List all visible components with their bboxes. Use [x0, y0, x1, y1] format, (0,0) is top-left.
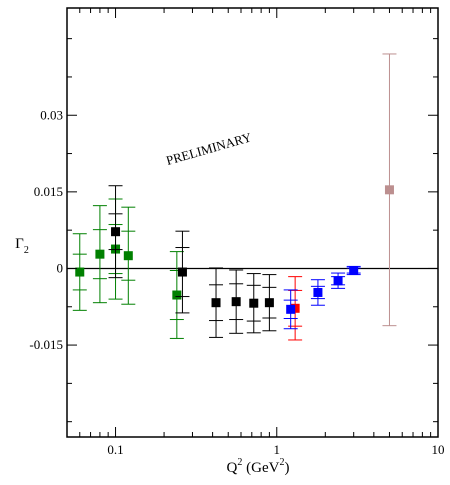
plot-area-frame: [66, 7, 439, 438]
data-marker: [249, 298, 259, 308]
data-point: [72, 233, 87, 311]
x-axis-title-sup: 2: [237, 457, 242, 468]
x-tick-label: 0.1: [107, 442, 123, 457]
x-axis-title-unit-sup: 2: [279, 457, 284, 468]
data-marker: [95, 249, 105, 259]
data-marker: [172, 290, 182, 300]
data-marker: [333, 276, 343, 286]
data-point: [209, 267, 224, 338]
y-tick-label: 0: [57, 260, 64, 275]
x-axis-title-unit-open: (GeV: [242, 460, 279, 476]
data-marker: [211, 298, 221, 308]
data-marker: [384, 185, 394, 195]
data-marker: [264, 298, 274, 308]
data-point: [283, 289, 298, 330]
x-axis-title: Q2 (GeV2): [227, 457, 290, 476]
data-point: [246, 273, 261, 334]
x-axis-title-main: Q: [227, 460, 238, 476]
data-point: [121, 206, 136, 305]
y-axis-title: Γ2: [15, 236, 29, 256]
y-tick-label: 0.015: [34, 184, 63, 199]
data-point: [229, 269, 244, 334]
data-marker: [231, 297, 241, 307]
axis-ticks: 0.1 1 10 -0.015 0 0.015 0.03: [29, 8, 445, 457]
y-axis-title-sub: 2: [24, 245, 29, 256]
data-point: [382, 53, 397, 327]
data-point: [310, 279, 325, 306]
data-point: [92, 205, 107, 304]
chart-marks: [67, 53, 438, 341]
data-marker: [313, 287, 323, 297]
data-marker: [123, 251, 133, 261]
data-point: [262, 274, 277, 332]
y-tick-label: -0.015: [29, 337, 63, 352]
data-point: [175, 230, 190, 314]
data-marker: [177, 267, 187, 277]
data-marker: [75, 267, 85, 277]
x-tick-label: 1: [274, 442, 281, 457]
data-point: [346, 265, 361, 276]
y-axis-title-main: Γ: [15, 236, 24, 252]
data-point: [108, 185, 123, 279]
data-marker: [286, 304, 296, 314]
data-point: [331, 272, 346, 289]
data-marker: [111, 227, 121, 237]
y-tick-label: 0.03: [40, 107, 63, 122]
data-point: [169, 251, 184, 339]
data-marker: [349, 266, 359, 276]
x-tick-label: 10: [432, 442, 445, 457]
x-axis-title-unit-close: ): [284, 460, 289, 476]
